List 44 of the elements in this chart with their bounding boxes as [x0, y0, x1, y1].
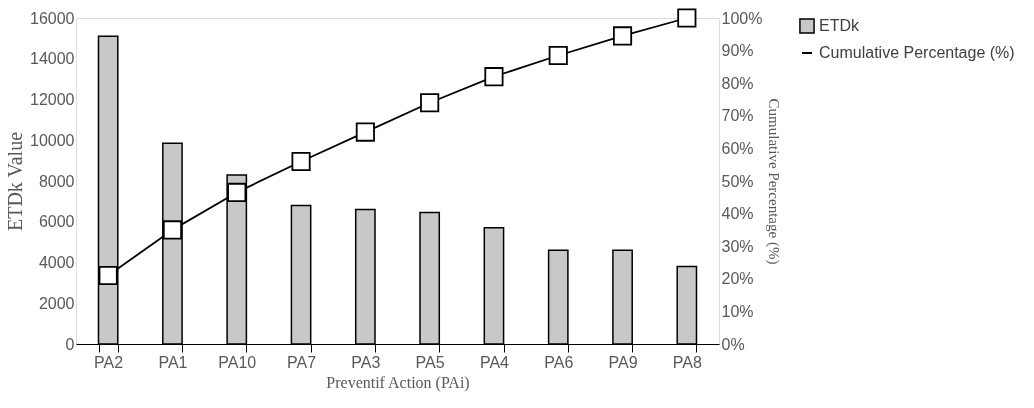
x-tick-label: PA3: [351, 353, 381, 371]
y2-tick-label: 90%: [721, 42, 754, 60]
y2-tick-label: 40%: [721, 205, 754, 223]
y-tick-label: 16000: [30, 9, 75, 27]
legend-label: ETDk: [819, 17, 860, 34]
x-tick-label: PA10: [218, 353, 257, 371]
legend-label: Cumulative Percentage (%): [819, 44, 1015, 61]
point: [484, 67, 504, 87]
y2-tick-label: 30%: [721, 237, 754, 255]
x-tick-label: PA7: [287, 353, 317, 371]
point: [612, 26, 633, 46]
point: [420, 93, 440, 113]
y2-tick-label: 0%: [721, 335, 745, 353]
y-tick-label: 10000: [30, 131, 75, 149]
x-tick-label: PA8: [672, 353, 702, 371]
point: [355, 122, 375, 142]
point: [162, 220, 183, 240]
y-tick-label: 14000: [30, 50, 75, 68]
y2-tick-label: 100%: [721, 9, 763, 27]
point: [291, 151, 311, 171]
y-tick-label: 6000: [38, 213, 75, 231]
y2-tick-label: 60%: [721, 139, 754, 157]
x-tick-label: PA2: [94, 353, 124, 371]
x-tick-label: PA4: [479, 353, 510, 371]
y2-tick-label: 10%: [721, 302, 754, 320]
point: [677, 8, 697, 28]
y-tick-label: 12000: [30, 91, 75, 108]
y-tick-label: 2000: [38, 294, 75, 312]
y-axis-title: ETDk Value: [4, 131, 27, 232]
y2-tick-label: 80%: [721, 74, 754, 92]
point: [98, 265, 118, 286]
x-axis-title: Preventif Action (PAi): [326, 373, 470, 392]
point: [227, 182, 247, 202]
y2-axis-title: Cumulative Percentage (%): [765, 98, 783, 265]
x-tick-label: PA1: [158, 353, 188, 371]
y-tick-label: 0: [65, 335, 75, 353]
x-tick-label: PA6: [544, 353, 574, 371]
x-tick-label: PA5: [415, 353, 445, 371]
x-tick-label: PA9: [608, 353, 638, 371]
y2-tick-label: 20%: [721, 270, 754, 288]
y2-tick-label: 70%: [721, 107, 754, 125]
y2-tick-label: 50%: [721, 172, 754, 190]
y-tick-label: 8000: [38, 172, 75, 190]
y-tick-label: 4000: [38, 254, 75, 271]
